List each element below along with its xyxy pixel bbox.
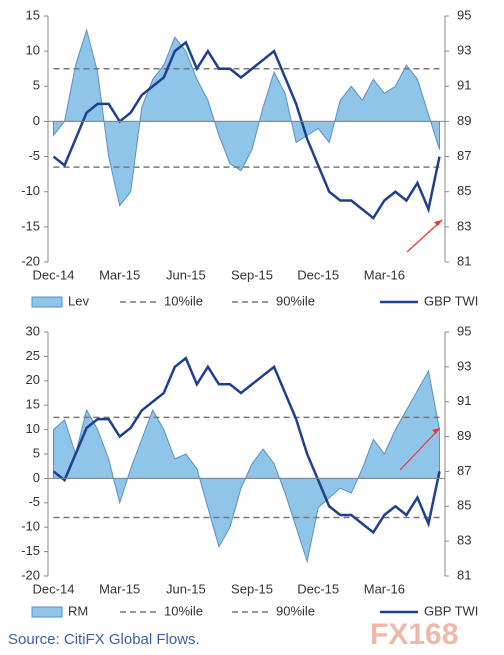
y2-tick-label: 91 xyxy=(457,78,471,93)
legend-label: GBP TWI xyxy=(424,293,478,308)
x-tick-label: Dec-15 xyxy=(297,581,339,596)
arrow xyxy=(406,219,443,253)
legend-label: 10%ile xyxy=(164,603,203,618)
x-tick-label: Jun-15 xyxy=(166,267,206,282)
line xyxy=(52,356,441,535)
y2-tick-label: 83 xyxy=(457,533,471,548)
watermark: FX168 xyxy=(370,618,458,651)
x-tick-label: Dec-15 xyxy=(297,267,339,282)
x-tick-label: Dec-14 xyxy=(33,267,75,282)
legend-label: 10%ile xyxy=(164,293,203,308)
y-tick-label: 20 xyxy=(26,372,40,387)
y2-tick-label: 89 xyxy=(457,428,471,443)
y-tick-label: -10 xyxy=(21,183,40,198)
y2-tick-label: 93 xyxy=(457,358,471,373)
y2-tick-label: 91 xyxy=(457,393,471,408)
y-tick-label: -10 xyxy=(21,519,40,534)
x-tick-label: Mar-16 xyxy=(364,581,405,596)
y2-tick-label: 93 xyxy=(457,43,471,58)
area xyxy=(53,369,440,564)
legend-label: 90%ile xyxy=(276,293,315,308)
y-tick-label: -15 xyxy=(21,543,40,558)
y2-tick-label: 95 xyxy=(457,323,471,338)
y2-tick-label: 95 xyxy=(457,7,471,22)
y-tick-label: 0 xyxy=(33,113,40,128)
y2-tick-label: 81 xyxy=(457,253,471,268)
arrow xyxy=(399,427,441,471)
area xyxy=(53,28,440,207)
y2-tick-label: 85 xyxy=(457,183,471,198)
legend-label: RM xyxy=(68,603,88,618)
x-tick-label: Sep-15 xyxy=(231,581,273,596)
legend-label: GBP TWI xyxy=(424,603,478,618)
x-tick-label: Mar-15 xyxy=(99,581,140,596)
line xyxy=(52,40,441,220)
legend-swatch xyxy=(31,606,63,618)
arrow-head xyxy=(432,428,440,434)
x-tick-label: Mar-15 xyxy=(99,267,140,282)
y-tick-label: -20 xyxy=(21,253,40,268)
y2-tick-label: 87 xyxy=(457,463,471,478)
y-tick-label: -5 xyxy=(28,148,40,163)
y-tick-label: 25 xyxy=(26,348,40,363)
y-tick-label: 5 xyxy=(33,445,40,460)
y-tick-label: -15 xyxy=(21,218,40,233)
y-tick-label: 15 xyxy=(26,7,40,22)
y2-tick-label: 85 xyxy=(457,498,471,513)
x-tick-label: Jun-15 xyxy=(166,581,206,596)
x-tick-label: Mar-16 xyxy=(364,267,405,282)
y-tick-label: 15 xyxy=(26,397,40,412)
arrow-head xyxy=(434,220,442,226)
y-tick-label: 10 xyxy=(26,43,40,58)
y-tick-label: 5 xyxy=(33,78,40,93)
legend-label: 90%ile xyxy=(276,603,315,618)
y2-tick-label: 83 xyxy=(457,218,471,233)
y2-tick-label: 89 xyxy=(457,113,471,128)
x-tick-label: Sep-15 xyxy=(231,267,273,282)
y-tick-label: 0 xyxy=(33,470,40,485)
source: Source: CitiFX Global Flows. xyxy=(8,631,200,648)
legend-swatch xyxy=(31,296,63,308)
y-tick-label: -20 xyxy=(21,567,40,582)
y2-tick-label: 81 xyxy=(457,567,471,582)
y-tick-label: -5 xyxy=(28,494,40,509)
y-tick-label: 30 xyxy=(26,323,40,338)
legend-label: Lev xyxy=(68,293,89,308)
y2-tick-label: 87 xyxy=(457,148,471,163)
y-tick-label: 10 xyxy=(26,421,40,436)
x-tick-label: Dec-14 xyxy=(33,581,75,596)
